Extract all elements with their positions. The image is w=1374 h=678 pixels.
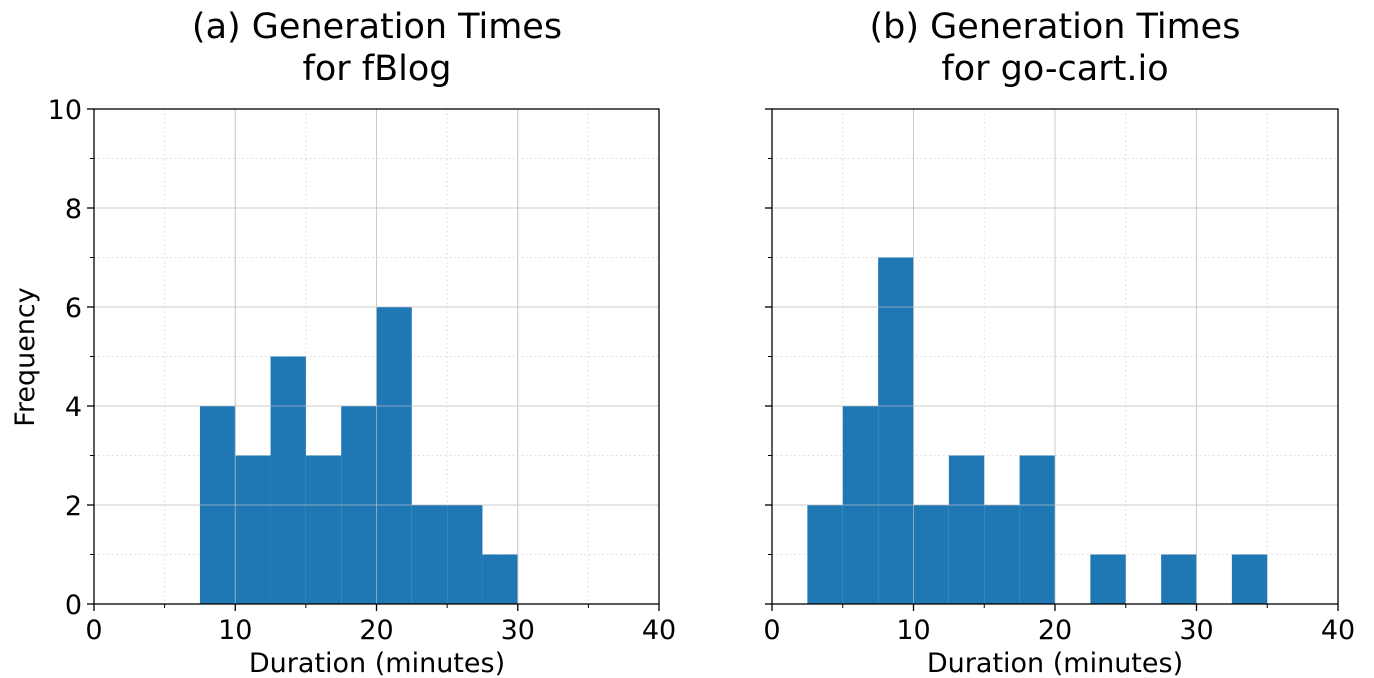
x-tick-label: 20 bbox=[1038, 615, 1072, 646]
histogram-bar bbox=[270, 356, 306, 604]
y-tick-label: 4 bbox=[65, 392, 82, 423]
y-tick-label: 0 bbox=[65, 590, 82, 621]
x-axis-label: Duration (minutes) bbox=[927, 648, 1183, 678]
chart-panel-b: (b) Generation Times for go-cart.io 0 10 2… bbox=[763, 7, 1355, 678]
ticks: 0 10 20 30 40 0 2 4 6 8 10 bbox=[48, 95, 677, 646]
histogram-bar bbox=[1161, 554, 1197, 604]
chart-title-line-2: for fBlog bbox=[303, 49, 452, 89]
x-axis-label: Duration (minutes) bbox=[249, 648, 505, 678]
histogram-bar bbox=[984, 505, 1020, 604]
x-tick-label: 40 bbox=[1321, 615, 1355, 646]
histogram-bar bbox=[376, 307, 412, 604]
chart-title-line-1: (b) Generation Times bbox=[870, 7, 1241, 47]
histogram-bars bbox=[771, 108, 1339, 605]
y-tick-label: 10 bbox=[48, 95, 82, 126]
x-tick-label: 40 bbox=[642, 615, 676, 646]
x-tick-label: 10 bbox=[218, 615, 252, 646]
histogram-bar bbox=[305, 455, 342, 604]
chart-panel-a: (a) Generation Times for fBlog 0 10 20 30 40… bbox=[10, 7, 676, 678]
x-tick-label: 30 bbox=[501, 615, 535, 646]
y-tick-label: 8 bbox=[65, 194, 82, 225]
histogram-bar bbox=[482, 554, 518, 604]
histogram-bar bbox=[411, 505, 448, 604]
x-tick-label: 0 bbox=[85, 615, 102, 646]
histogram-bar bbox=[1019, 455, 1055, 604]
histogram-bar bbox=[948, 455, 985, 604]
histogram-bar bbox=[1231, 554, 1268, 604]
histogram-bar bbox=[807, 505, 843, 604]
histogram-bars bbox=[93, 108, 660, 605]
y-axis-label: Frequency bbox=[10, 287, 41, 427]
chart-title-line-2: for go-cart.io bbox=[941, 49, 1168, 89]
x-tick-label: 20 bbox=[359, 615, 393, 646]
x-tick-label: 10 bbox=[896, 615, 930, 646]
x-tick-label: 30 bbox=[1179, 615, 1213, 646]
y-tick-label: 6 bbox=[65, 293, 82, 324]
histogram-bar bbox=[235, 455, 271, 604]
ticks: 0 10 20 30 40 bbox=[763, 108, 1355, 646]
chart-title-line-1: (a) Generation Times bbox=[192, 7, 562, 47]
histogram-bar bbox=[878, 257, 914, 604]
histogram-bar bbox=[913, 505, 949, 604]
histogram-bar bbox=[447, 505, 483, 604]
x-tick-label: 0 bbox=[763, 615, 780, 646]
histogram-bar bbox=[1090, 554, 1126, 604]
y-tick-label: 2 bbox=[65, 491, 82, 522]
